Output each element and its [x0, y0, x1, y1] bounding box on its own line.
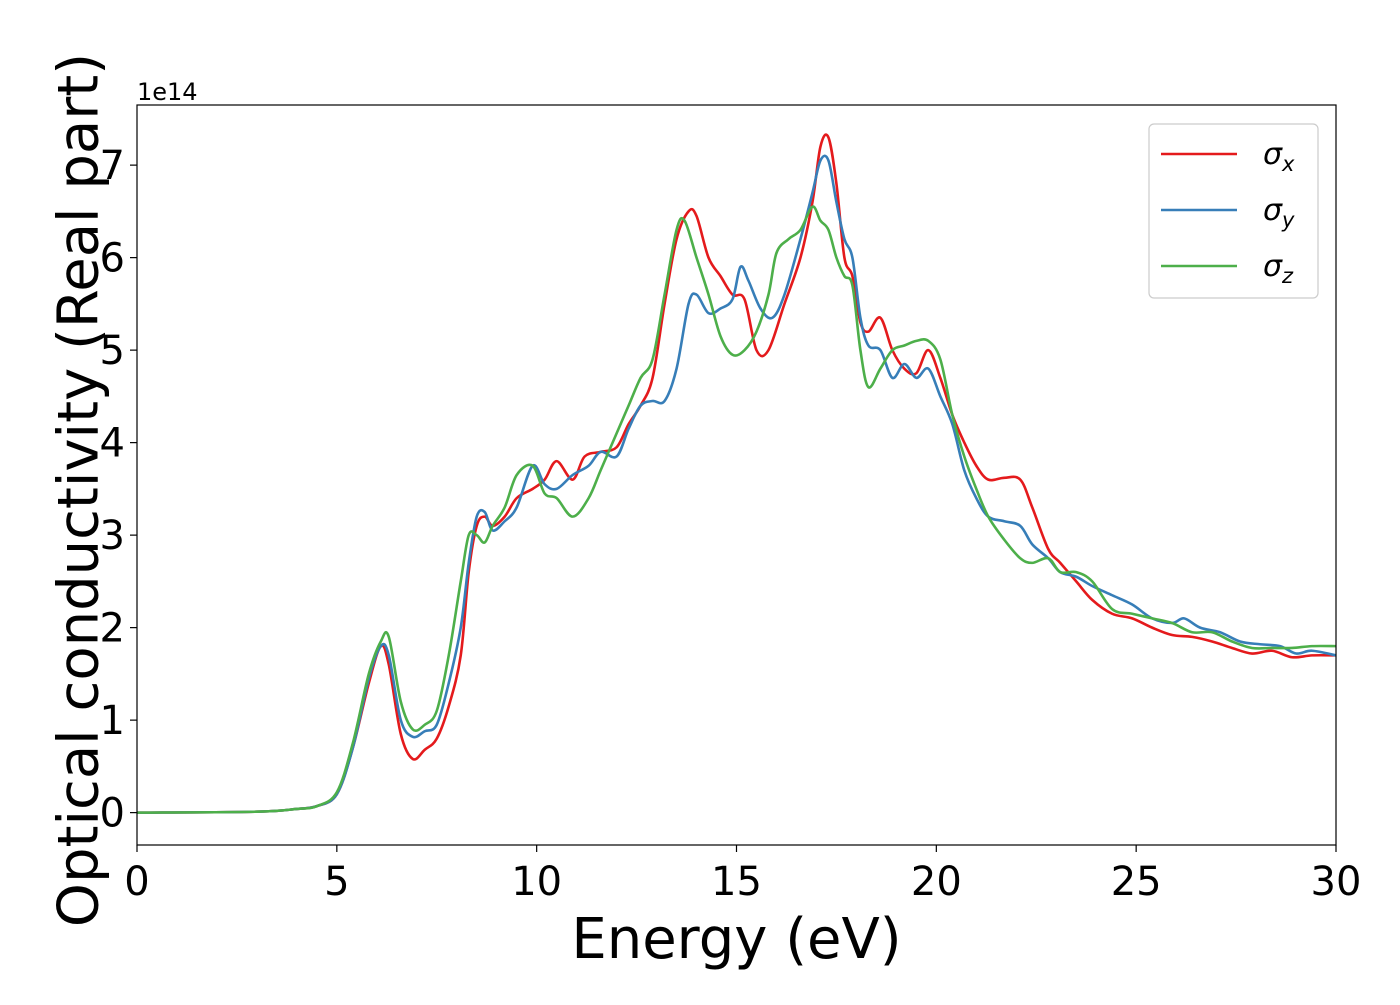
x-tick-label: 10: [511, 859, 562, 905]
y-axis-title: Optical conductivity (Real part): [47, 53, 112, 927]
y-tick-label: 0: [100, 791, 125, 837]
y-tick-label: 2: [100, 606, 125, 652]
y-tick-label: 7: [100, 143, 125, 189]
x-tick-label: 20: [911, 859, 962, 905]
x-tick-label: 25: [1111, 859, 1162, 905]
series-line-sigma-y: [137, 154, 1336, 814]
legend-label-sigma-z: σz: [1263, 249, 1294, 288]
series-line-sigma-z: [137, 205, 1336, 814]
x-axis-ticks: 0 5 10 15 20 25 30: [124, 845, 1361, 905]
x-tick-label: 5: [324, 859, 349, 905]
y-tick-label: 3: [100, 513, 125, 559]
x-axis-title: Energy (eV): [571, 907, 901, 972]
y-tick-label: 5: [100, 328, 125, 374]
y-tick-label: 1: [100, 698, 125, 744]
y-tick-label: 6: [100, 236, 125, 282]
y-axis-ticks: 0 1 2 3 4 5 6 7: [100, 143, 137, 837]
x-tick-label: 15: [711, 859, 762, 905]
x-tick-label: 30: [1311, 859, 1362, 905]
y-offset-label: 1e14: [137, 78, 198, 106]
y-tick-label: 4: [100, 421, 125, 467]
x-tick-label: 0: [124, 859, 149, 905]
legend-label-sigma-y: σy: [1263, 193, 1295, 232]
plot-lines: [137, 133, 1336, 814]
